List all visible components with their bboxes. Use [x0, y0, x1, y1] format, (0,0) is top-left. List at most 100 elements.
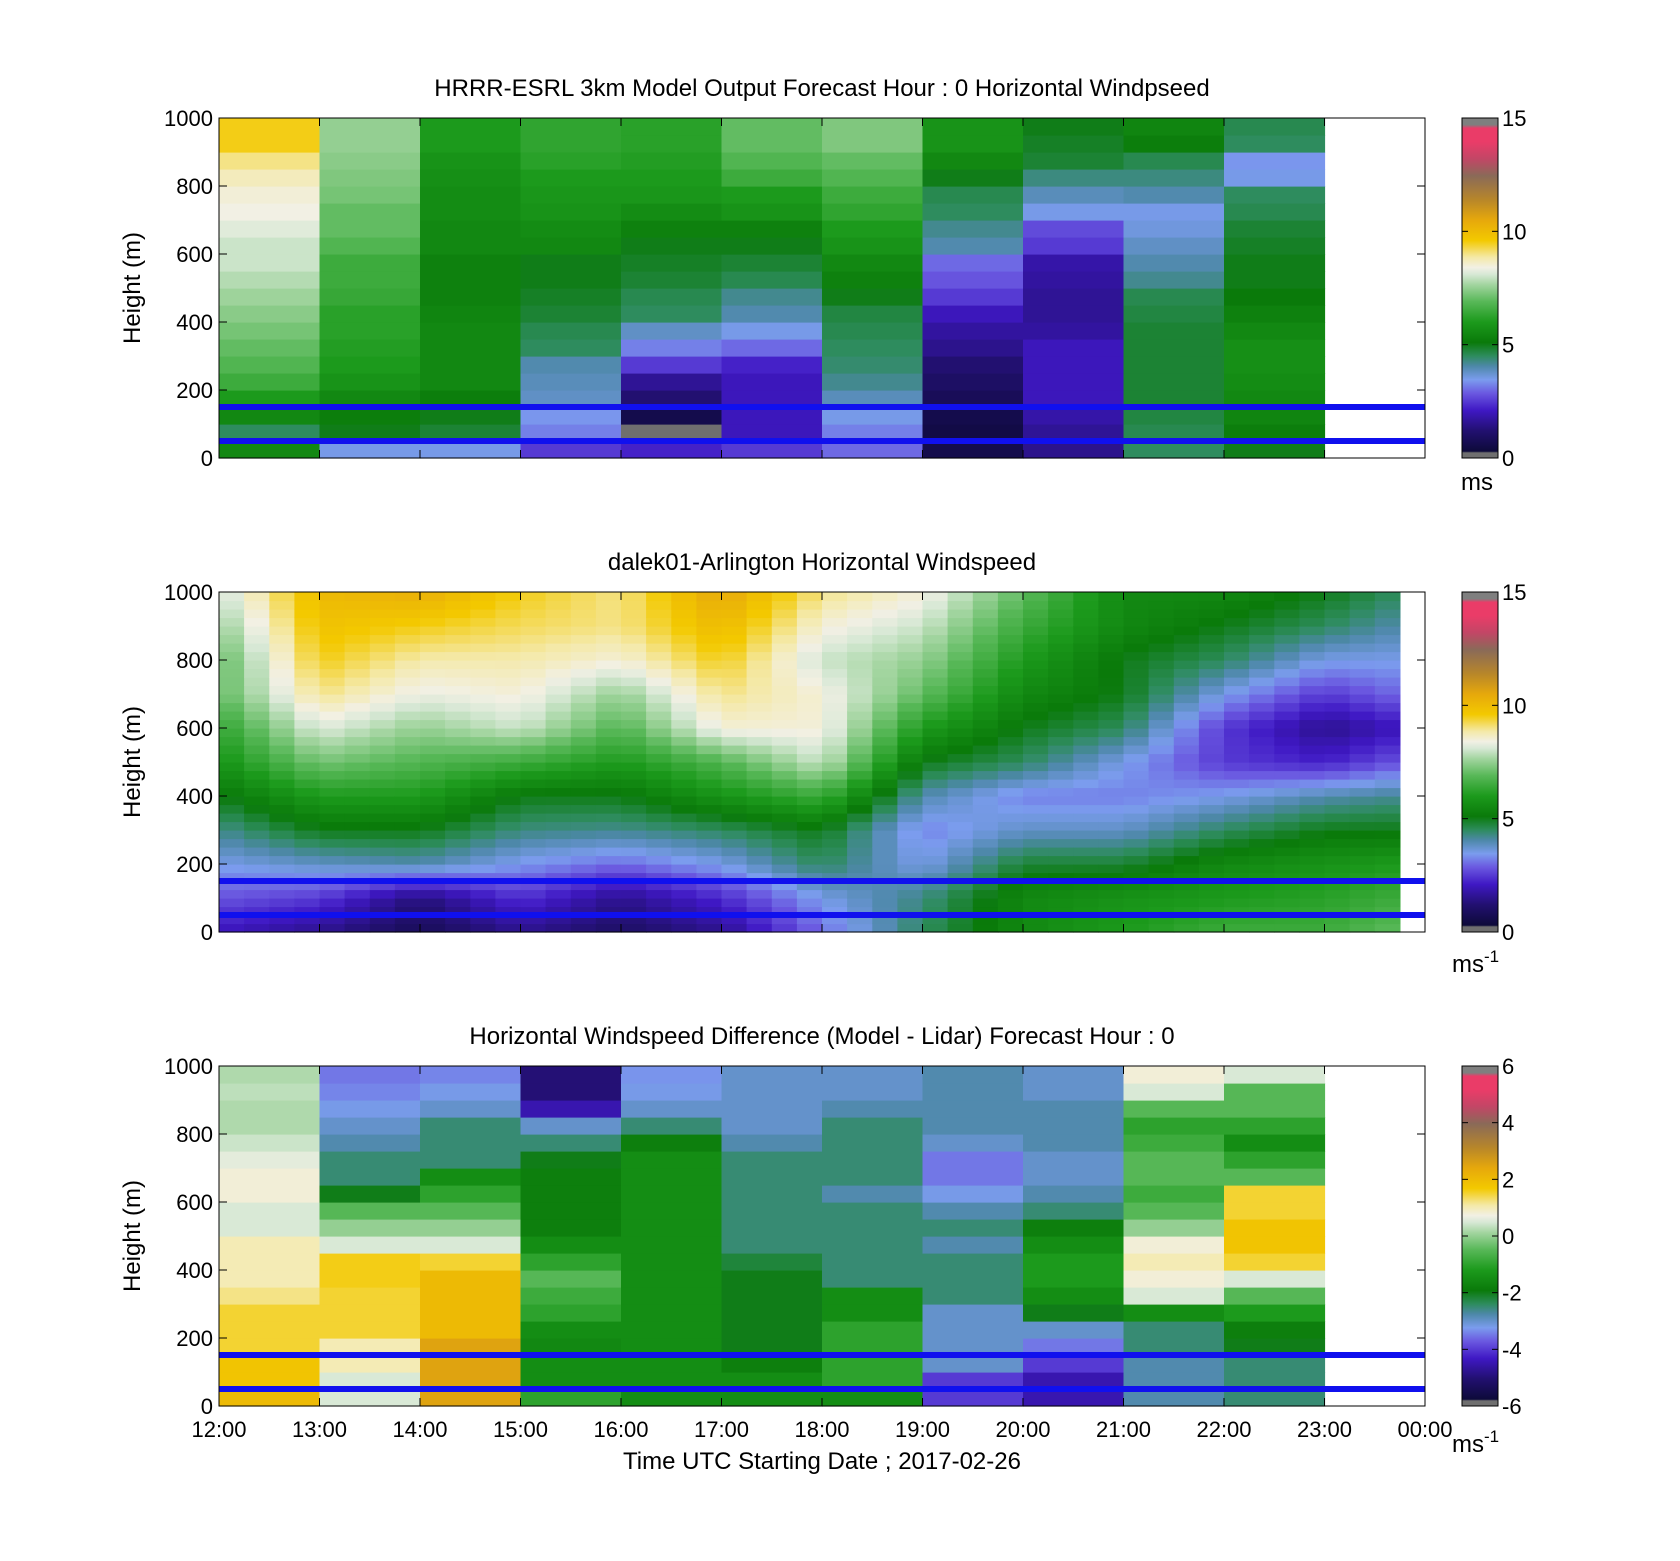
heatmap-cell [545, 634, 572, 644]
heatmap-cell [922, 1219, 1024, 1237]
heatmap-cell [1249, 821, 1275, 831]
heatmap-cell [595, 923, 622, 933]
heatmap-cell [746, 898, 773, 908]
heatmap-cell [972, 915, 999, 925]
heatmap-cell [872, 830, 898, 840]
heatmap-cell [520, 660, 547, 670]
heatmap-cell [420, 923, 446, 933]
heatmap-cell [771, 881, 798, 891]
heatmap-cell [721, 838, 748, 848]
heatmap-cell [445, 626, 471, 636]
heatmap-cell [872, 898, 898, 908]
heatmap-cell [344, 864, 371, 874]
heatmap-cell [621, 1134, 723, 1152]
heatmap-cell [445, 762, 471, 772]
heatmap-cell [1374, 796, 1401, 806]
heatmap-cell [344, 813, 371, 823]
heatmap-cell [1224, 1287, 1326, 1305]
heatmap-cell [1023, 1287, 1125, 1305]
heatmap-cell [269, 872, 295, 882]
heatmap-cell [721, 694, 748, 704]
heatmap-cell [1098, 898, 1125, 908]
heatmap-cell [1123, 152, 1225, 170]
heatmap-cell [1374, 685, 1401, 695]
heatmap-cell [545, 898, 572, 908]
heatmap-cell [671, 906, 697, 916]
heatmap-cell [369, 915, 396, 925]
heatmap-cell [1023, 322, 1125, 340]
heatmap-cell [369, 685, 396, 695]
heatmap-cell [621, 770, 647, 780]
heatmap-cell [621, 804, 647, 814]
heatmap-cell [570, 796, 597, 806]
heatmap-cell [621, 1270, 723, 1288]
heatmap-cell [847, 898, 873, 908]
heatmap-cell [244, 881, 270, 891]
heatmap-cell [822, 702, 848, 712]
heatmap-cell [1123, 237, 1225, 255]
heatmap-cell [972, 728, 999, 738]
heatmap-cell [1123, 804, 1150, 814]
heatmap-cell [721, 847, 748, 857]
heatmap-cell [1374, 804, 1401, 814]
heatmap-cell [219, 1287, 321, 1305]
heatmap-cell [1173, 660, 1200, 670]
heatmap-cell [1249, 881, 1275, 891]
heatmap-cell [997, 711, 1024, 721]
heatmap-cell [319, 660, 346, 670]
heatmap-cell [947, 813, 974, 823]
heatmap-cell [897, 855, 924, 865]
heatmap-cell [445, 770, 471, 780]
heatmap-cell [369, 702, 396, 712]
heatmap-cell [947, 864, 974, 874]
heatmap-cell [1224, 804, 1250, 814]
heatmap-cell [947, 881, 974, 891]
heatmap-cell [1023, 186, 1125, 204]
heatmap-cell [520, 1287, 622, 1305]
heatmap-cell [847, 770, 873, 780]
heatmap-cell [470, 617, 496, 627]
colorbar-unit: ms [1461, 469, 1493, 496]
heatmap-cell [219, 736, 245, 746]
heatmap-cell [269, 685, 295, 695]
heatmap-cell [972, 804, 999, 814]
y-axis-label: Height (m) [119, 706, 146, 818]
heatmap-cell [470, 660, 496, 670]
panel-model: HRRR-ESRL 3km Model Output Forecast Hour… [119, 75, 1526, 496]
heatmap-cell [1224, 424, 1326, 442]
heatmap-cell [1198, 796, 1225, 806]
heatmap-cell [420, 685, 446, 695]
heatmap-cell [947, 677, 974, 687]
heatmap-cell [1249, 804, 1275, 814]
heatmap-cell [1249, 745, 1275, 755]
heatmap-cell [520, 728, 547, 738]
heatmap-cell [1374, 753, 1401, 763]
heatmap-cell [1274, 881, 1300, 891]
heatmap-cell [1224, 356, 1326, 374]
heatmap-cell [344, 694, 371, 704]
heatmap-cell [721, 685, 748, 695]
heatmap-cell [294, 600, 321, 610]
heatmap-cell [1173, 855, 1200, 865]
heatmap-cell [344, 626, 371, 636]
heatmap-cell [470, 872, 496, 882]
heatmap-cell [319, 702, 346, 712]
heatmap-cell [319, 753, 346, 763]
y-tick-label: 400 [176, 310, 213, 335]
heatmap-cell [1224, 1338, 1326, 1356]
heatmap-cell [470, 668, 496, 678]
heatmap-cell [445, 634, 471, 644]
colorbar-tick-label: 0 [1502, 1224, 1514, 1249]
heatmap-cell [595, 796, 622, 806]
heatmap-cell [244, 677, 270, 687]
heatmap-cell [1198, 736, 1225, 746]
heatmap-cell [746, 855, 773, 865]
heatmap-cell [319, 186, 421, 204]
heatmap-cell [972, 660, 999, 670]
heatmap-cell [922, 203, 1024, 221]
y-tick-label: 200 [176, 1326, 213, 1351]
heatmap-cell [847, 592, 873, 602]
heatmap-cell [646, 906, 672, 916]
heatmap-cell [1198, 838, 1225, 848]
heatmap-cell [997, 864, 1024, 874]
